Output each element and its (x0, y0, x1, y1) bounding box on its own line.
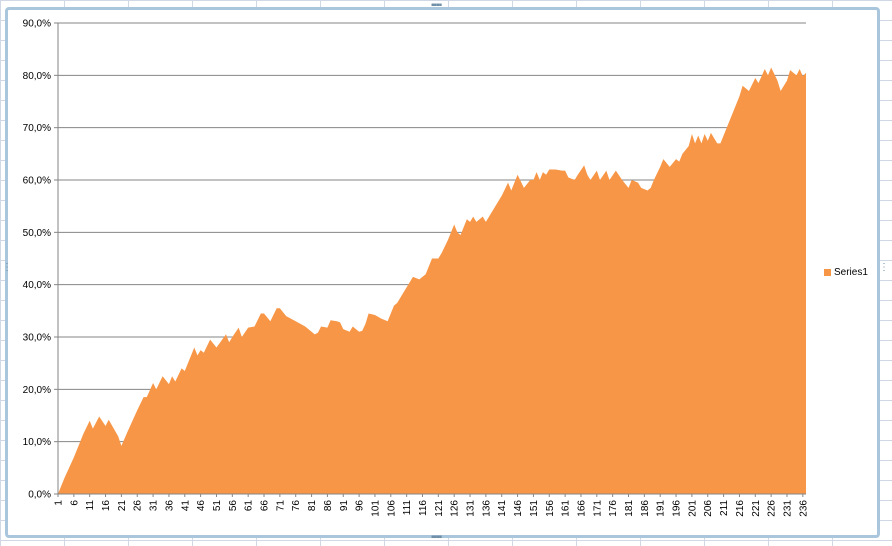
x-tick-label-5: 26 (133, 500, 144, 512)
x-tick-label-7: 36 (164, 500, 175, 512)
x-tick-label-2: 11 (85, 500, 96, 511)
x-tick-label-22: 111 (402, 500, 413, 516)
x-tick-label-16: 81 (307, 500, 318, 512)
x-tick-label-10: 51 (212, 500, 223, 512)
area-series1 (58, 67, 806, 494)
x-tick-label-3: 16 (101, 500, 112, 512)
resize-handle-right[interactable]: ⋮ (879, 262, 889, 273)
x-tick-label-13: 66 (260, 500, 271, 512)
x-tick-label-26: 131 (466, 500, 477, 517)
x-tick-label-19: 96 (355, 500, 366, 512)
y-tick-label-8: 80,0% (23, 71, 51, 82)
x-tick-label-47: 236 (798, 500, 809, 517)
x-tick-label-35: 176 (608, 500, 619, 517)
x-tick-label-14: 71 (275, 500, 286, 512)
x-tick-label-25: 126 (450, 500, 461, 517)
x-tick-label-29: 146 (513, 500, 524, 517)
x-tick-label-24: 121 (434, 500, 445, 517)
y-tick-label-7: 70,0% (23, 123, 51, 134)
y-tick-label-6: 60,0% (23, 176, 51, 187)
x-tick-label-34: 171 (592, 500, 603, 517)
resize-handle-bottom[interactable]: ▪▪▪▪ (431, 532, 442, 543)
y-tick-label-5: 50,0% (23, 228, 51, 239)
x-tick-label-32: 161 (561, 500, 572, 517)
x-tick-label-27: 136 (481, 500, 492, 517)
x-tick-label-40: 201 (687, 500, 698, 517)
x-tick-label-42: 211 (719, 500, 730, 516)
x-tick-label-23: 116 (418, 500, 429, 516)
x-tick-label-38: 191 (656, 500, 667, 517)
x-tick-label-1: 6 (69, 500, 80, 506)
x-tick-label-44: 221 (751, 500, 762, 517)
resize-handle-top[interactable]: ▪▪▪▪ (431, 0, 442, 11)
x-tick-label-46: 231 (782, 500, 793, 517)
y-tick-label-0: 0,0% (28, 490, 51, 501)
x-tick-label-4: 21 (117, 500, 128, 512)
x-tick-label-8: 41 (180, 500, 191, 512)
y-tick-label-9: 90,0% (23, 19, 51, 30)
x-tick-label-41: 206 (703, 500, 714, 517)
legend-swatch-series1 (824, 269, 831, 276)
x-tick-label-18: 91 (339, 500, 350, 512)
x-tick-label-39: 196 (672, 500, 683, 517)
x-tick-label-9: 46 (196, 500, 207, 512)
x-tick-label-31: 156 (545, 500, 556, 517)
x-tick-label-45: 226 (767, 500, 778, 517)
x-tick-label-20: 101 (370, 500, 381, 517)
y-tick-label-2: 20,0% (23, 385, 51, 396)
x-tick-label-21: 106 (386, 500, 397, 517)
x-tick-label-12: 61 (244, 500, 255, 512)
x-tick-label-33: 166 (576, 500, 587, 517)
resize-handle-left[interactable]: ⋮ (2, 262, 12, 273)
x-tick-label-37: 186 (640, 500, 651, 517)
y-tick-label-1: 10,0% (23, 437, 51, 448)
y-tick-label-4: 40,0% (23, 280, 51, 291)
x-tick-label-17: 86 (323, 500, 334, 512)
y-tick-label-3: 30,0% (23, 333, 51, 344)
legend-label-series1: Series1 (834, 267, 868, 278)
x-tick-label-11: 56 (228, 500, 239, 512)
x-tick-label-15: 76 (291, 500, 302, 512)
x-tick-label-28: 141 (497, 500, 508, 517)
x-tick-label-36: 181 (624, 500, 635, 517)
x-tick-label-0: 1 (54, 500, 65, 506)
x-tick-label-43: 216 (735, 500, 746, 517)
legend: Series1 (824, 267, 868, 278)
x-tick-label-6: 31 (149, 500, 160, 512)
x-tick-label-30: 151 (529, 500, 540, 517)
